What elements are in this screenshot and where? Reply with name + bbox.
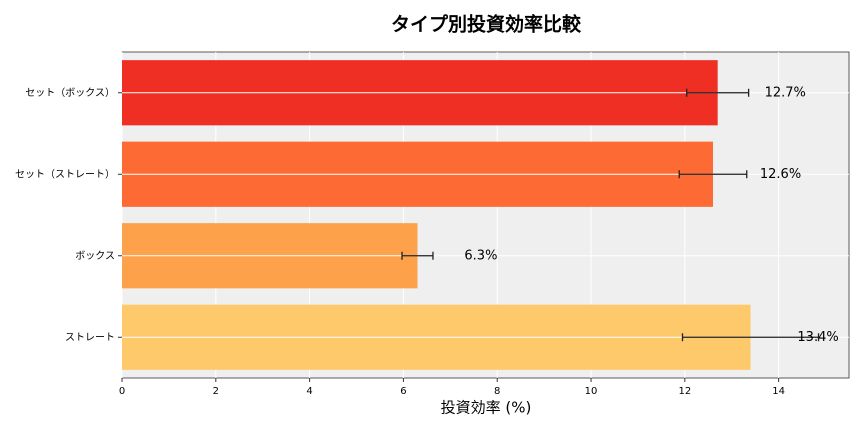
y-tick-label: セット（ストレート） xyxy=(15,168,115,180)
x-tick-label: 14 xyxy=(772,386,785,397)
chart-title: タイプ別投資効率比較 xyxy=(391,13,582,36)
y-tick-label: ストレート xyxy=(65,332,115,343)
error-bar xyxy=(401,251,434,260)
x-tick-label: 10 xyxy=(585,386,598,397)
x-tick-label: 8 xyxy=(494,386,500,397)
value-label: 6.3% xyxy=(464,248,497,263)
error-bar xyxy=(686,88,750,97)
x-tick-label: 2 xyxy=(213,386,219,397)
error-bar xyxy=(678,170,748,179)
x-tick-label: 4 xyxy=(306,386,312,397)
x-axis-label: 投資効率 (%) xyxy=(441,399,532,417)
y-tick-label: ボックス xyxy=(75,250,115,262)
y-tick-label: セット（ボックス） xyxy=(25,87,115,99)
x-tick-label: 0 xyxy=(119,386,125,397)
value-label: 12.7% xyxy=(765,85,806,100)
value-label: 13.4% xyxy=(797,330,838,345)
value-label: 12.6% xyxy=(760,167,801,182)
x-tick-label: 6 xyxy=(400,386,406,397)
x-tick-label: 12 xyxy=(678,386,691,397)
error-bar xyxy=(681,333,820,342)
